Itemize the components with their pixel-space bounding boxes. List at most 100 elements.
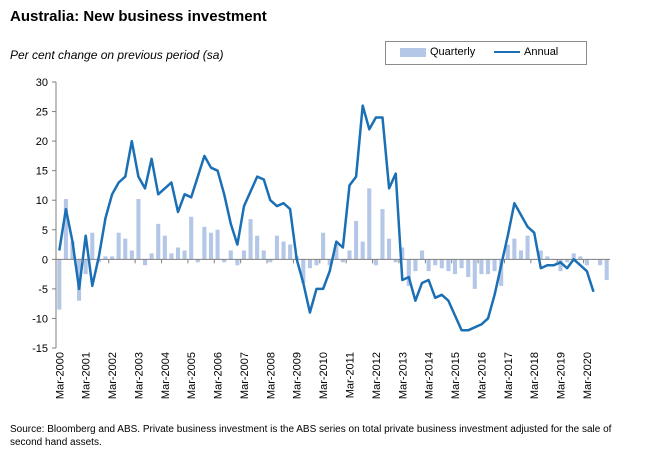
y-tick-label: -5	[38, 284, 48, 296]
bar-quarterly	[446, 259, 451, 272]
bar-quarterly	[499, 259, 504, 286]
x-tick-label: Mar-2014	[424, 352, 436, 399]
bar-quarterly	[222, 259, 227, 263]
bar-quarterly	[400, 247, 405, 260]
x-tick-label: Mar-2011	[344, 352, 356, 398]
x-tick-label: Mar-2007	[239, 352, 251, 399]
y-tick-label: 20	[36, 136, 48, 148]
x-tick-label: Mar-2020	[582, 352, 594, 399]
line-annual	[58, 104, 595, 332]
bar-quarterly	[248, 219, 253, 260]
bar-quarterly	[545, 256, 550, 260]
bar-quarterly	[538, 250, 543, 260]
legend-label-annual: Annual	[524, 46, 559, 58]
x-tick-label: Mar-2017	[503, 352, 515, 399]
bar-quarterly	[367, 188, 372, 260]
bar-quarterly	[452, 259, 458, 275]
y-tick-label: 25	[36, 107, 48, 119]
bar-quarterly	[439, 259, 444, 269]
bar-quarterly	[189, 216, 194, 260]
bar-quarterly	[419, 250, 425, 260]
bar-quarterly	[281, 241, 286, 260]
x-tick-label: Mar-2005	[186, 352, 198, 399]
x-tick-label: Mar-2001	[81, 352, 93, 399]
bar-quarterly	[571, 253, 576, 260]
legend-swatch-annual	[494, 51, 520, 53]
bar-quarterly	[584, 259, 589, 266]
y-tick-label: 0	[42, 254, 48, 266]
bar-quarterly	[426, 259, 431, 272]
bar-quarterly	[182, 250, 187, 260]
y-tick-label: 5	[42, 225, 48, 237]
bar-quarterly	[288, 244, 293, 260]
bar-quarterly	[261, 250, 266, 260]
bar-quarterly	[103, 256, 108, 260]
bar-quarterly	[215, 229, 220, 260]
bar-quarterly	[156, 223, 161, 260]
bar-quarterly	[525, 235, 530, 260]
bar-quarterly	[334, 244, 339, 260]
bar-quarterly	[373, 259, 378, 266]
bar-quarterly	[321, 232, 326, 260]
x-tick-label: Mar-2019	[556, 352, 568, 399]
y-tick-label: -10	[32, 313, 48, 325]
bar-quarterly	[307, 259, 312, 269]
bar-quarterly	[228, 250, 233, 260]
bar-quarterly	[518, 250, 524, 260]
chart-subtitle: Per cent change on previous period (sa)	[10, 48, 224, 62]
bar-quarterly	[195, 259, 200, 263]
bar-quarterly	[406, 259, 411, 286]
bar-quarterly	[274, 235, 279, 260]
y-tick-label: -15	[32, 343, 48, 355]
x-tick-label: Mar-2003	[133, 352, 145, 399]
bar-quarterly	[235, 259, 240, 266]
bar-quarterly	[169, 253, 174, 260]
bar-quarterly	[479, 259, 484, 275]
bar-quarterly	[492, 259, 497, 272]
bar-quarterly	[175, 247, 181, 260]
bar-quarterly	[255, 235, 260, 260]
bar-quarterly	[433, 259, 438, 266]
bar-quarterly	[136, 199, 141, 260]
x-tick-label: Mar-2006	[213, 352, 225, 399]
bar-quarterly	[268, 259, 273, 263]
bar-quarterly	[485, 259, 491, 275]
x-tick-label: Mar-2009	[292, 352, 304, 399]
bar-quarterly	[393, 259, 398, 263]
bar-quarterly	[360, 241, 365, 260]
bar-quarterly	[459, 259, 464, 269]
bar-quarterly	[129, 250, 134, 260]
bar-quarterly	[512, 238, 517, 260]
bar-quarterly	[63, 199, 68, 260]
x-tick-label: Mar-2000	[54, 352, 66, 399]
x-tick-label: Mar-2016	[476, 352, 488, 399]
source-note: Source: Bloomberg and ABS. Private busin…	[10, 424, 612, 448]
bar-quarterly	[123, 238, 128, 260]
bar-quarterly	[327, 259, 332, 266]
legend: Quarterly Annual	[385, 41, 587, 65]
bar-quarterly	[162, 235, 167, 260]
bar-quarterly	[116, 232, 121, 260]
legend-swatch-quarterly	[400, 47, 426, 57]
bar-quarterly	[57, 259, 62, 310]
bar-quarterly	[387, 238, 392, 260]
bar-quarterly	[380, 209, 385, 260]
x-tick-label: Mar-2004	[160, 352, 172, 399]
bar-quarterly	[301, 259, 306, 283]
bar-quarterly	[578, 256, 583, 260]
bar-quarterly	[565, 259, 570, 263]
bar-quarterly	[347, 250, 352, 260]
bar-quarterly	[241, 250, 247, 260]
x-tick-label: Mar-2012	[371, 352, 383, 399]
legend-item-annual: Annual	[494, 46, 558, 58]
bar-quarterly	[466, 259, 471, 278]
bar-quarterly	[110, 256, 115, 260]
bar-quarterly	[208, 232, 214, 260]
bar-quarterly	[314, 259, 319, 266]
legend-label-quarterly: Quarterly	[430, 46, 476, 58]
bar-quarterly	[90, 232, 95, 260]
bar-quarterly	[472, 259, 477, 289]
chart-title: Australia: New business investment	[10, 8, 267, 25]
legend-item-quarterly: Quarterly	[400, 46, 475, 58]
